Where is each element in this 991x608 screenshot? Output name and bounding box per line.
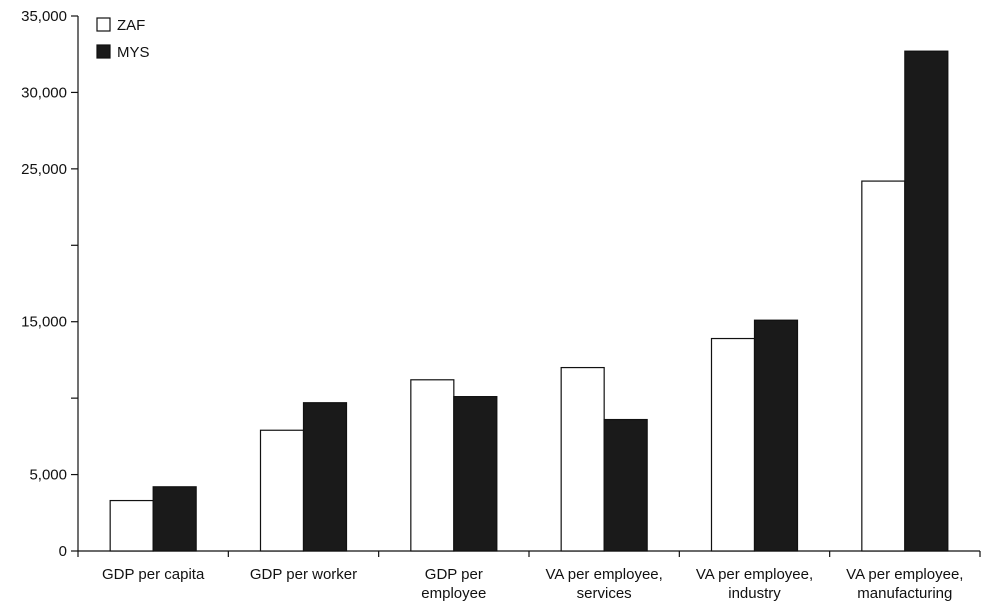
bar-zaf [410, 379, 455, 552]
x-category-label: GDP per worker [250, 566, 357, 583]
bar-zaf [560, 366, 605, 552]
x-category-label: VA per employee, services [546, 566, 663, 602]
bar-mys [152, 486, 197, 552]
x-category-label: VA per employee, industry [696, 566, 813, 602]
legend-label: ZAF [117, 17, 145, 34]
axes: 0 5,000 15,000 25,000 30,000 35,000 GDP per ca… [21, 8, 981, 602]
bar-zaf [710, 337, 756, 552]
legend: ZAF MYS [96, 17, 150, 61]
y-tick-label: 25,000 [21, 161, 67, 178]
bar-mys [302, 402, 348, 552]
bar-mys [753, 319, 799, 552]
y-tick-label: 5,000 [29, 467, 67, 484]
legend-label: MYS [117, 44, 150, 61]
x-category-label: GDP per employee [421, 566, 486, 602]
x-category-label: VA per employee, manufacturing [846, 566, 963, 602]
y-tick-label: 15,000 [21, 314, 67, 331]
y-tick-label: 0 [59, 543, 67, 560]
x-category-label: GDP per capita [102, 566, 205, 583]
bar-mys [603, 418, 648, 552]
bars [109, 50, 949, 552]
bar-zaf [259, 429, 305, 552]
bar-mys [453, 396, 498, 552]
y-tick-label: 35,000 [21, 8, 67, 25]
bar-zaf [109, 499, 154, 552]
legend-swatch [96, 17, 111, 32]
bar-mys [904, 50, 949, 552]
legend-swatch [96, 44, 111, 59]
bar-zaf [861, 180, 906, 552]
y-tick-label: 30,000 [21, 84, 67, 101]
